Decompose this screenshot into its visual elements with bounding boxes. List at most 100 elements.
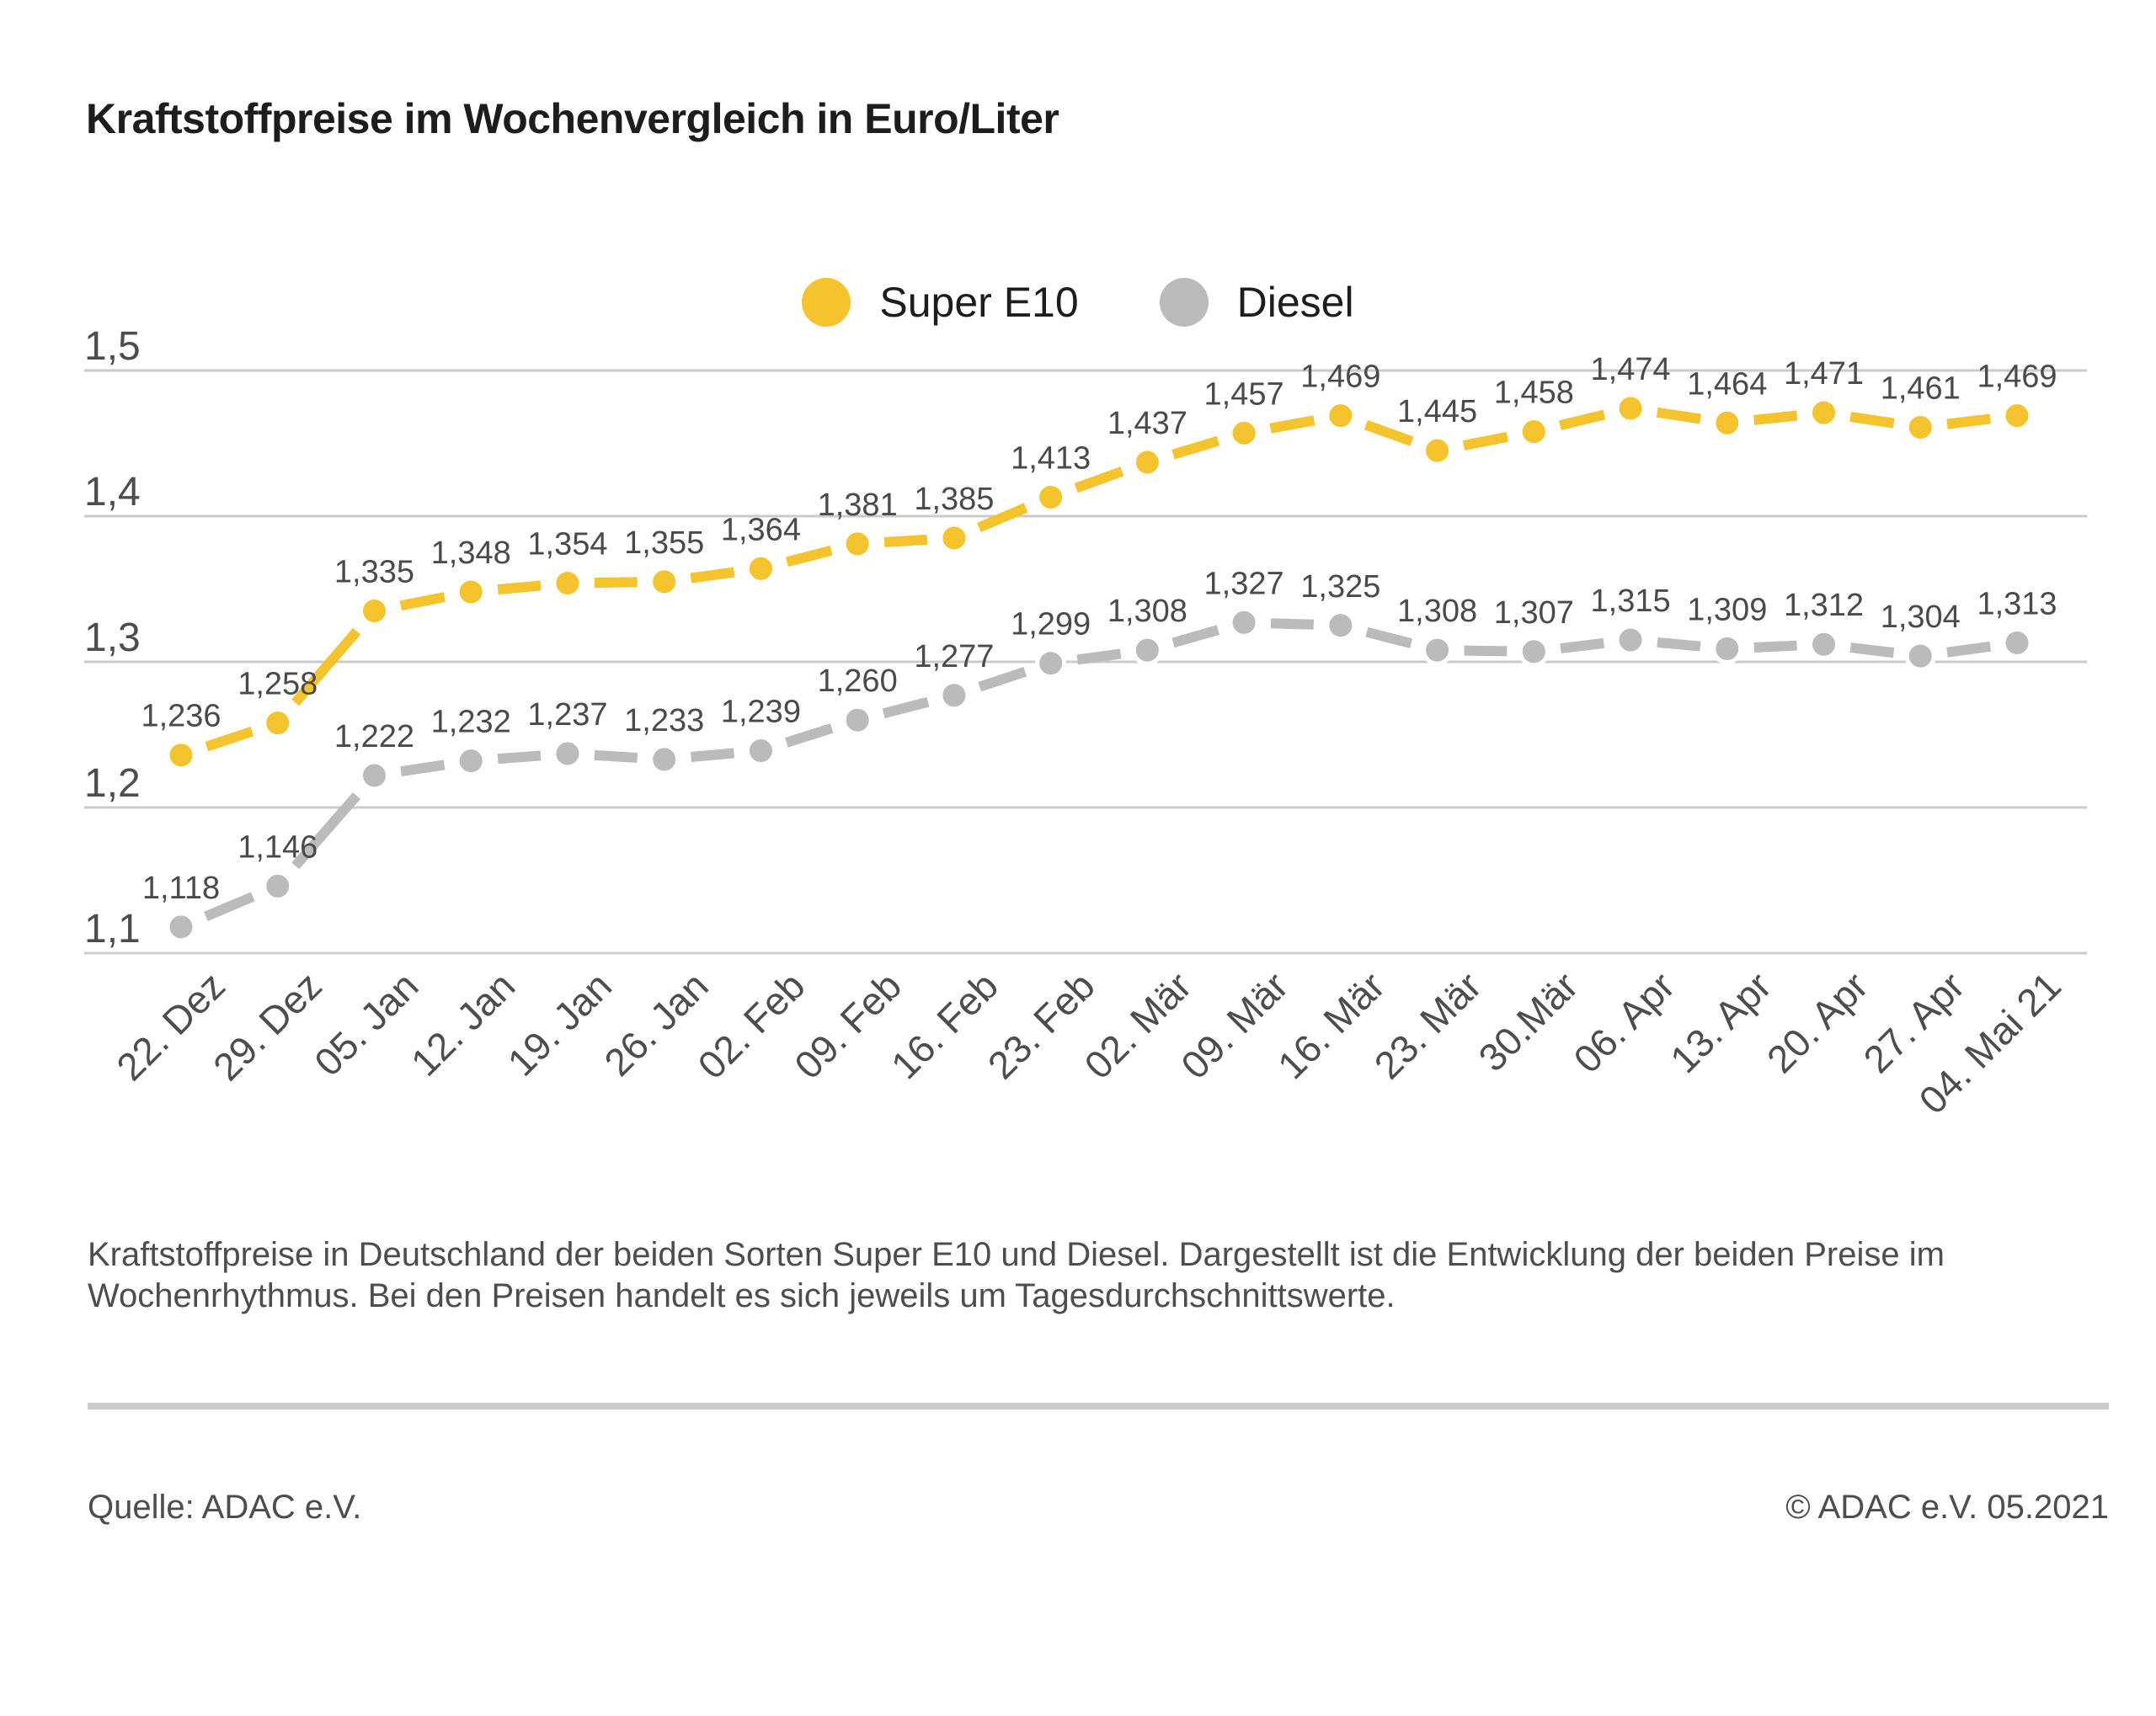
data-point [165,739,197,771]
y-tick-label: 1,2 [84,761,141,806]
data-point [1131,446,1163,478]
series-segment [1270,618,1315,630]
data-label: 1,325 [1300,569,1380,605]
data-label: 1,232 [431,705,511,740]
data-label: 1,239 [721,695,801,730]
series-segment [205,727,254,752]
y-tick-label: 1,1 [84,907,141,951]
legend-item-diesel: Diesel [1159,278,1354,327]
series-segment [399,592,446,611]
x-tick-label: 02. Mär [1075,963,1199,1087]
series-segment [1462,431,1509,450]
x-tick-label: 23. Feb [979,963,1103,1087]
data-label: 1,335 [334,554,414,589]
series-segment [1364,419,1414,446]
data-point [841,704,873,736]
series-segment [594,577,638,589]
data-point [455,745,487,777]
data-point [1518,636,1550,668]
data-point [744,552,776,584]
legend-item-super-e10: Super E10 [802,278,1079,327]
series-segment [785,723,834,748]
series-segment [1946,413,1991,429]
x-tick-label: 05. Jan [306,963,426,1084]
legend: Super E10 Diesel [0,278,2156,327]
series-segment [1171,435,1220,460]
x-tick-label: 16. Feb [883,963,1006,1087]
series-segment [1656,407,1702,424]
x-tick-label: 12. Jan [403,963,523,1084]
data-point [2001,627,2033,659]
data-label: 1,469 [1300,360,1380,395]
data-label: 1,299 [1011,607,1091,642]
data-point [938,679,970,711]
data-label: 1,348 [431,536,511,571]
data-point [1518,416,1550,448]
data-label: 1,471 [1784,356,1864,392]
data-label: 1,385 [914,482,994,517]
chart-description: Kraftstoffpreise in Deutschland der beid… [88,1236,1945,1314]
series-segment [1171,625,1219,648]
data-point [1325,400,1357,432]
x-tick-label: 23. Mär [1366,963,1490,1087]
data-label: 1,315 [1591,584,1671,619]
footer-row: Quelle: ADAC e.V. © ADAC e.V. 05.2021 [88,1489,2109,1527]
data-point [938,522,970,554]
data-label: 1,464 [1687,366,1767,402]
source-note: Quelle: ADAC e.V. [88,1489,362,1526]
data-point [841,528,873,560]
series-segment [1560,637,1605,654]
series-segment [882,696,930,719]
data-label: 1,457 [1204,376,1284,412]
x-tick-label: 13. Apr [1662,963,1780,1081]
series-segment [1849,642,1895,658]
data-label: 1,354 [527,527,607,562]
series-segment [1657,637,1701,652]
series-segment [1753,410,1798,425]
series-segment [1365,626,1413,649]
data-point [455,576,487,608]
data-label: 1,222 [334,719,414,754]
data-label: 1,445 [1397,394,1477,429]
data-label: 1,437 [1107,406,1187,441]
data-point [2001,400,2033,432]
series-segment [785,546,833,568]
x-tick-label: 09. Mär [1172,963,1296,1087]
data-point [1035,647,1067,679]
series-segment [1269,415,1315,434]
data-point [1614,624,1646,656]
data-label: 1,327 [1204,566,1284,601]
data-point [648,566,680,598]
data-label: 1,413 [1011,441,1091,477]
legend-swatch-diesel-icon [1159,278,1209,327]
data-point [552,738,584,770]
copyright-note: © ADAC e.V. 05.2021 [1785,1489,2109,1526]
data-point [262,707,294,739]
data-point [1904,640,1936,672]
series-segment [400,759,446,777]
x-tick-label: 22. Dez [108,963,233,1089]
x-tick-label: 20. Apr [1758,963,1876,1081]
data-label: 1,260 [818,663,898,699]
series-segment [690,567,735,584]
data-point [1808,397,1840,429]
series-segment [691,748,735,763]
data-label: 1,233 [624,703,704,738]
data-label: 1,458 [1494,376,1574,411]
series-segment [883,534,928,547]
series-segment [977,503,1028,533]
series-segment [204,892,255,921]
data-point [552,568,584,600]
data-point [1228,606,1260,638]
series-segment [1464,645,1508,657]
y-tick-label: 1,4 [84,470,141,514]
series-segment [1753,640,1797,653]
data-label: 1,118 [142,871,220,906]
series-segment [1849,412,1895,429]
data-point [1711,407,1743,439]
data-point [1035,482,1067,514]
data-label: 1,304 [1881,600,1961,635]
x-tick-label: 06. Apr [1565,963,1683,1081]
data-point [1904,411,1936,443]
